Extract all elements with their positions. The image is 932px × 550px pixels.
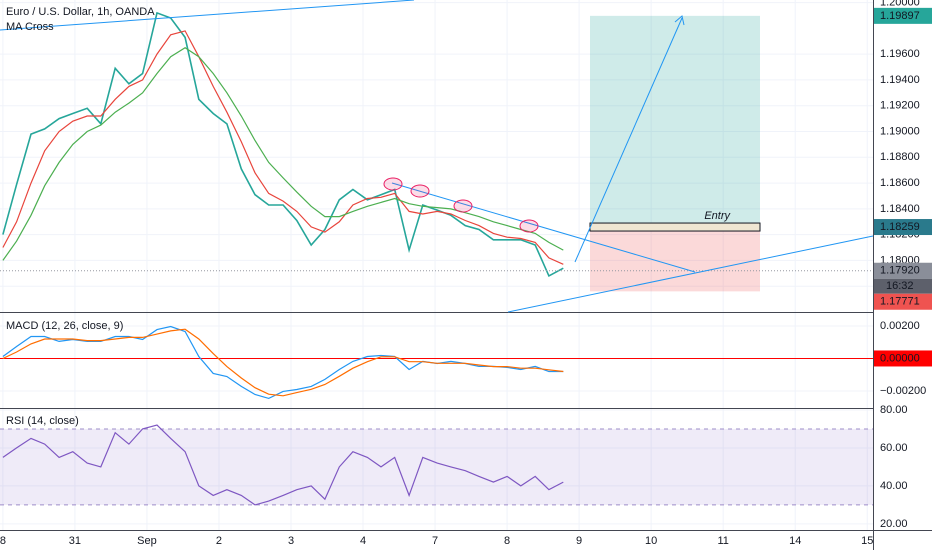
- entry-box: [589, 222, 761, 232]
- rsi-band: [0, 428, 873, 505]
- y-tick-label: 1.19400: [880, 74, 920, 86]
- target-zone: [590, 15, 760, 228]
- price-label: 1.19897: [880, 10, 920, 22]
- countdown-box: [874, 278, 932, 294]
- swing-marker: [410, 184, 430, 198]
- y-tick-label: 1.19600: [880, 48, 920, 60]
- x-tick-label: 11: [717, 535, 728, 547]
- trend-line: [507, 235, 874, 313]
- y-tick-label: 60.00: [880, 442, 908, 454]
- x-tick-label: Sep: [137, 535, 157, 547]
- indicator-name: MA Cross: [6, 21, 54, 33]
- zero-label: 0.00000: [880, 352, 920, 364]
- series-line: [2, 30, 564, 265]
- price-label-box: [874, 262, 932, 279]
- y-tick-label: 1.19200: [880, 100, 920, 112]
- stop-zone: [590, 227, 760, 292]
- x-tick-label: 14: [789, 535, 801, 547]
- series-line: [2, 328, 564, 397]
- zero-label-box: [874, 350, 932, 367]
- y-tick-label: 80.00: [880, 404, 908, 416]
- y-tick-label: 1.19000: [880, 125, 920, 137]
- plot-layer: Entry: [0, 0, 873, 530]
- y-tick-label: 1.18600: [880, 177, 920, 189]
- price-label: 1.18259: [880, 221, 920, 233]
- arrow-head: [674, 15, 685, 26]
- y-tick-label: −0.00200: [880, 385, 926, 397]
- y-tick-label: 0.00200: [880, 320, 920, 332]
- chart-title: Euro / U.S. Dollar, 1h, OANDA: [6, 6, 155, 18]
- x-tick-label: 8: [504, 535, 510, 547]
- x-tick-label: 4: [360, 535, 366, 547]
- rsi-title: RSI (14, close): [6, 415, 79, 427]
- trend-line: [0, 0, 415, 31]
- x-tick-label: 9: [576, 535, 582, 547]
- x-tick-label: 15: [861, 535, 873, 547]
- x-tick-label: 31: [69, 535, 81, 547]
- series-line: [2, 424, 564, 506]
- price-label-box: [874, 293, 932, 310]
- y-tick-label: 1.20000: [880, 0, 920, 8]
- y-tick-label: 40.00: [880, 480, 908, 492]
- trend-line: [391, 182, 696, 273]
- x-tick-label: 3: [288, 535, 294, 547]
- x-tick-label: 8: [0, 535, 6, 547]
- entry-label: Entry: [704, 210, 731, 222]
- x-tick-label: 2: [216, 535, 222, 547]
- x-tick-label: 7: [432, 535, 438, 547]
- price-label-box: [874, 219, 932, 236]
- y-tick-label: 1.18800: [880, 151, 920, 163]
- projection-arrow: [574, 17, 683, 263]
- price-label-box: [874, 7, 932, 24]
- swing-marker: [383, 177, 403, 191]
- series-line: [2, 46, 564, 261]
- y-tick-label: 1.18400: [880, 203, 920, 215]
- price-label: 1.17920: [880, 265, 920, 277]
- series-line: [2, 11, 564, 278]
- price-label: 1.17771: [880, 296, 920, 308]
- swing-marker: [453, 199, 473, 213]
- macd-title: MACD (12, 26, close, 9): [6, 320, 123, 332]
- y-tick-label: 20.00: [880, 518, 908, 530]
- swing-marker: [519, 219, 539, 233]
- x-tick-label: 10: [645, 535, 657, 547]
- countdown: 16:32: [886, 280, 914, 292]
